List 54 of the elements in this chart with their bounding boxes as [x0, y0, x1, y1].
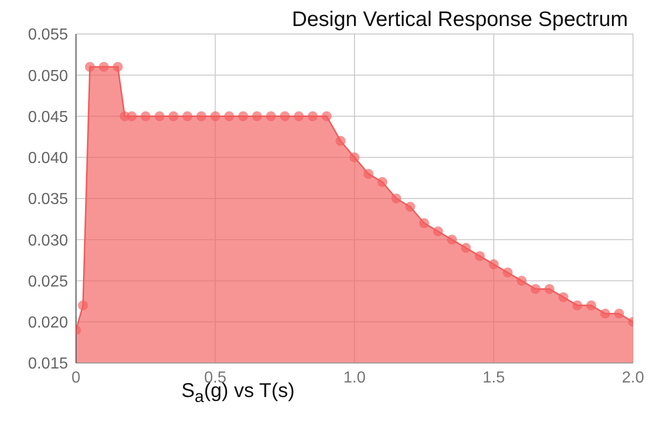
point	[614, 308, 624, 319]
point	[168, 111, 178, 122]
y-tick-label: 0.050	[28, 68, 68, 85]
x-tick-label: 1.5	[482, 369, 505, 386]
x-tick-label: 0	[72, 369, 81, 386]
y-tick-label: 0.020	[28, 314, 68, 332]
point	[196, 111, 206, 122]
point	[516, 276, 527, 286]
y-tick-label: 0.055	[28, 26, 68, 44]
point	[544, 284, 554, 294]
point	[294, 111, 304, 122]
y-tick-label: 0.025	[28, 273, 68, 290]
point	[488, 259, 499, 270]
point	[460, 242, 471, 253]
point	[419, 218, 430, 228]
point	[308, 111, 318, 122]
point	[530, 284, 541, 294]
point	[182, 111, 192, 122]
x-tick-label: 2.0	[622, 369, 644, 386]
point	[140, 111, 151, 122]
point	[502, 268, 513, 278]
y-tick-label: 0.035	[28, 191, 68, 208]
point	[78, 300, 88, 310]
point	[266, 111, 276, 122]
point	[280, 111, 290, 122]
point	[112, 62, 123, 72]
y-tick-label: 0.040	[28, 150, 68, 168]
y-tick-label: 0.030	[28, 232, 68, 250]
chart-title: Design Vertical Response Spectrum	[290, 8, 628, 32]
y-tick-label: 0.045	[28, 108, 68, 126]
point	[600, 308, 610, 319]
point	[572, 300, 582, 310]
point	[252, 111, 262, 122]
point	[391, 194, 402, 204]
point	[336, 136, 346, 146]
point	[154, 111, 165, 122]
point	[322, 111, 332, 122]
point	[126, 111, 137, 122]
point	[238, 111, 248, 122]
point	[446, 234, 457, 245]
point	[586, 300, 596, 310]
y-tick-label: 0.015	[28, 356, 68, 373]
point	[377, 177, 388, 188]
point	[363, 168, 374, 179]
point	[474, 251, 485, 262]
point	[210, 111, 220, 122]
point	[224, 111, 234, 122]
point	[84, 62, 95, 72]
point	[350, 152, 360, 162]
point	[558, 292, 568, 302]
point	[405, 202, 416, 212]
x-tick-label: 1.0	[343, 369, 366, 386]
point	[98, 62, 109, 72]
point	[433, 226, 444, 236]
